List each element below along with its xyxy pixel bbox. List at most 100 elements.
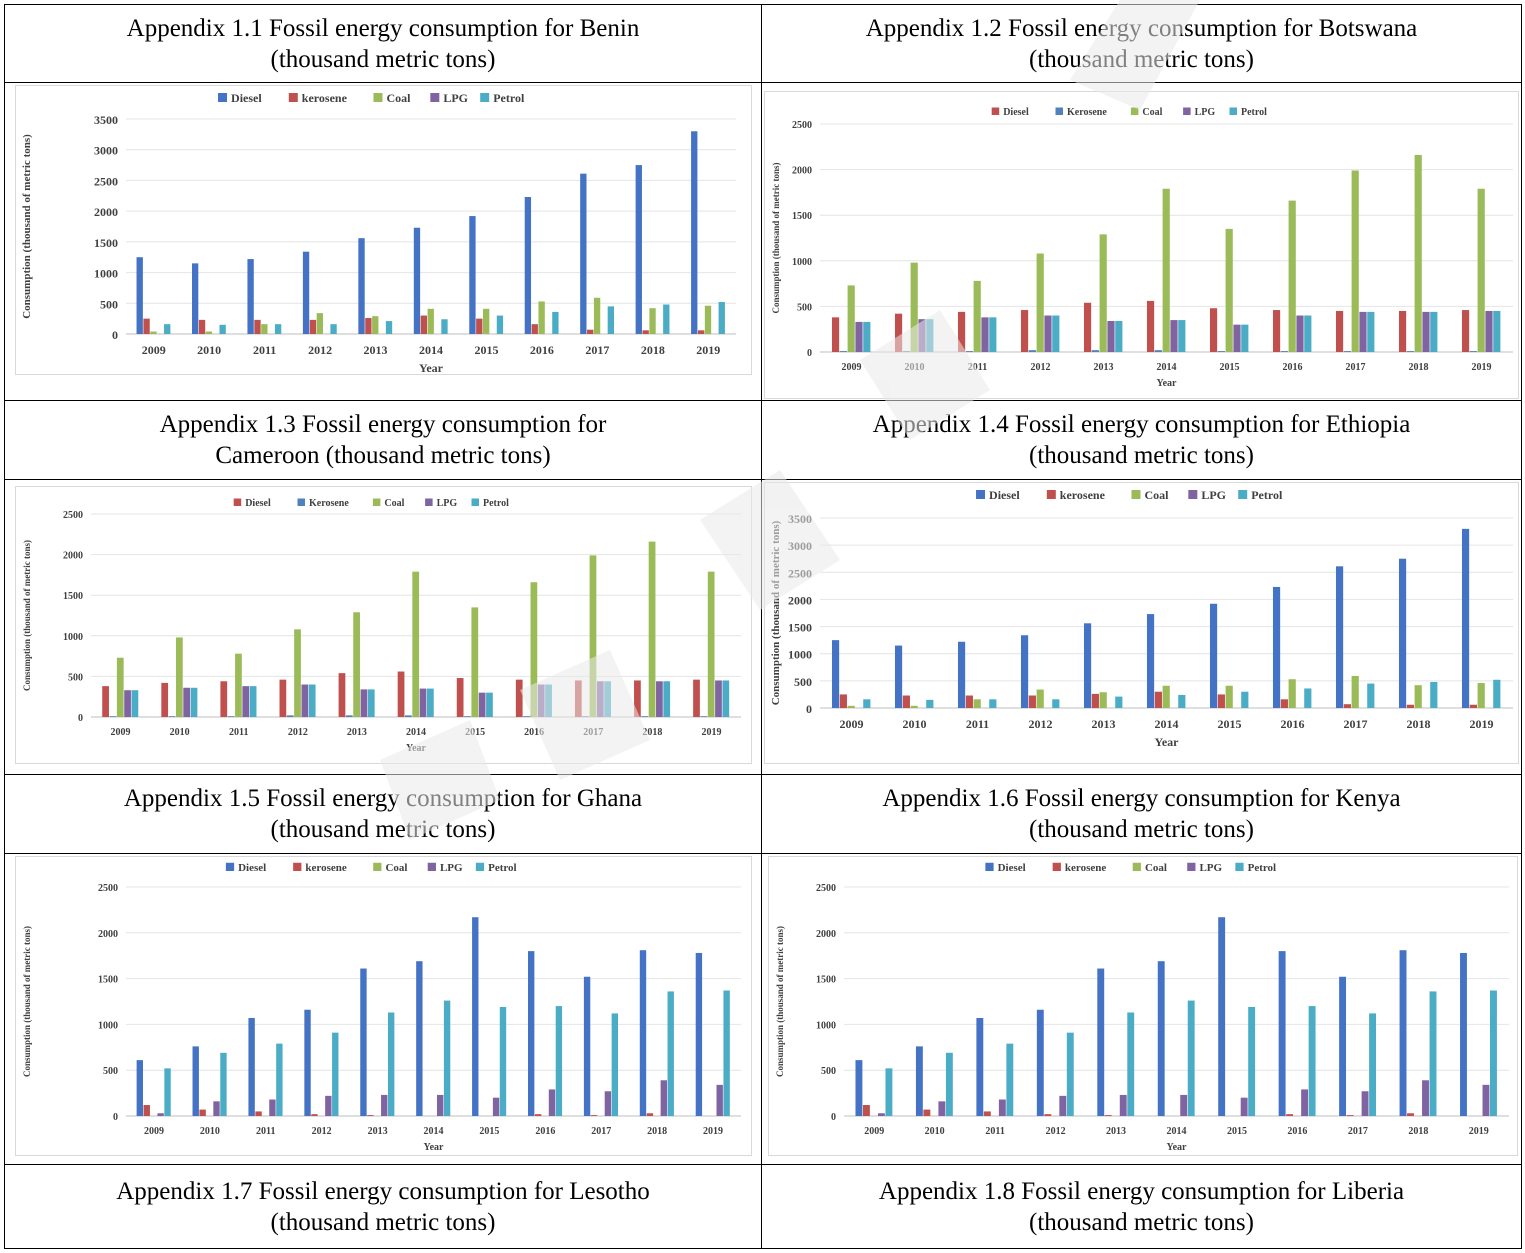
y-tick-label: 0 bbox=[806, 702, 812, 716]
title-line-1: Appendix 1.2 Fossil energy consumption f… bbox=[865, 14, 1418, 42]
bar-lpg-2010 bbox=[918, 319, 926, 352]
bar-diesel-2015 bbox=[472, 917, 479, 1116]
bar-diesel-2011 bbox=[220, 681, 228, 717]
y-tick-label: 500 bbox=[68, 672, 83, 683]
appendix-title-1-2: Appendix 1.2 Fossil energy consumption f… bbox=[761, 4, 1522, 83]
x-tick-label: 2009 bbox=[842, 362, 862, 373]
legend-swatch-coal bbox=[372, 498, 381, 506]
y-tick-label: 2000 bbox=[94, 205, 118, 219]
x-tick-label: 2019 bbox=[1469, 1126, 1489, 1137]
y-tick-label: 500 bbox=[103, 1066, 118, 1077]
bar-coal-2010 bbox=[910, 262, 918, 352]
bar-diesel-2018 bbox=[635, 165, 642, 334]
bar-lpg-2017 bbox=[1361, 1091, 1369, 1116]
bar-kerosene-2016 bbox=[1280, 699, 1288, 708]
bar-diesel-2018 bbox=[639, 950, 647, 1116]
y-tick-label: 1000 bbox=[94, 267, 118, 281]
bar-petrol-2018 bbox=[1430, 681, 1438, 708]
bar-petrol-2011 bbox=[989, 317, 997, 352]
bar-kerosene-2010 bbox=[902, 695, 910, 708]
bar-petrol-2011 bbox=[249, 686, 257, 717]
legend-label-kerosene: kerosene bbox=[302, 91, 348, 105]
bar-diesel-2011 bbox=[248, 1017, 255, 1116]
legend-label-coal: Coal bbox=[386, 91, 411, 105]
bar-diesel-2017 bbox=[583, 976, 591, 1116]
x-tick-label: 2015 bbox=[1227, 1126, 1247, 1137]
legend-label-diesel: Diesel bbox=[245, 498, 271, 509]
x-tick-label: 2009 bbox=[864, 1126, 884, 1137]
bar-coal-2016 bbox=[530, 582, 538, 717]
bar-lpg-2013 bbox=[360, 689, 368, 717]
x-tick-label: 2019 bbox=[703, 1126, 723, 1137]
bar-petrol-2014 bbox=[426, 688, 434, 717]
x-tick-label: 2013 bbox=[1092, 717, 1116, 731]
bar-diesel-2010 bbox=[192, 1046, 199, 1116]
bar-lpg-2019 bbox=[1485, 310, 1493, 352]
bar-lpg-2018 bbox=[1422, 1080, 1429, 1116]
legend-swatch-petrol bbox=[1229, 107, 1237, 115]
title-line-1: Appendix 1.7 Fossil energy consumption f… bbox=[116, 1177, 650, 1205]
bar-diesel-2015 bbox=[1209, 603, 1218, 708]
y-tick-label: 2000 bbox=[98, 929, 118, 940]
x-tick-label: 2014 bbox=[424, 1126, 444, 1137]
legend-swatch-coal bbox=[1131, 490, 1141, 499]
x-tick-label: 2010 bbox=[197, 343, 221, 357]
bar-lpg-2013 bbox=[381, 1094, 388, 1116]
bar-petrol-2018 bbox=[1429, 991, 1437, 1116]
bar-kerosene-2015 bbox=[464, 716, 471, 717]
x-tick-label: 2016 bbox=[1281, 717, 1305, 731]
bar-lpg-2019 bbox=[715, 680, 722, 717]
bar-petrol-2015 bbox=[486, 692, 493, 717]
x-tick-label: 2016 bbox=[530, 343, 554, 357]
bar-lpg-2017 bbox=[604, 1091, 612, 1116]
y-tick-label: 2000 bbox=[792, 166, 812, 177]
bar-petrol-2016 bbox=[1308, 1006, 1316, 1116]
y-tick-label: 2000 bbox=[816, 929, 836, 940]
bar-petrol-2011 bbox=[274, 324, 282, 334]
x-tick-label: 2009 bbox=[840, 717, 864, 731]
appendix-title-1-1: Appendix 1.1 Fossil energy consumption f… bbox=[4, 4, 762, 83]
legend-label-diesel: Diesel bbox=[989, 488, 1020, 502]
bar-petrol-2018 bbox=[663, 681, 671, 717]
bar-diesel-2010 bbox=[894, 313, 903, 352]
bar-kerosene-2016 bbox=[523, 716, 530, 717]
bar-kerosene-2018 bbox=[641, 716, 649, 717]
bar-lpg-2015 bbox=[478, 692, 486, 717]
x-tick-label: 2016 bbox=[535, 1126, 555, 1137]
bar-petrol-2014 bbox=[1187, 1000, 1195, 1116]
bar-kerosene-2012 bbox=[1028, 695, 1036, 708]
bar-kerosene-2018 bbox=[1406, 704, 1414, 708]
bar-coal-2015 bbox=[1225, 228, 1233, 352]
x-tick-label: 2012 bbox=[1029, 717, 1053, 731]
x-tick-label: 2012 bbox=[1046, 1126, 1066, 1137]
bar-coal-2014 bbox=[427, 308, 434, 334]
chart-frame: 0 500 1000 1500 2000 2500 2009 2010 2011 2012 2013… bbox=[768, 856, 1518, 1156]
bar-lpg-2012 bbox=[1059, 1095, 1067, 1116]
bar-kerosene-2012 bbox=[309, 319, 317, 334]
bar-petrol-2015 bbox=[496, 315, 504, 334]
bar-coal-2014 bbox=[412, 571, 420, 717]
bar-lpg-2009 bbox=[157, 1113, 164, 1116]
y-tick-label: 2500 bbox=[792, 120, 812, 131]
bar-lpg-2018 bbox=[1422, 311, 1430, 352]
legend-label-coal: Coal bbox=[1144, 488, 1169, 502]
title-line-1: Appendix 1.8 Fossil energy consumption f… bbox=[878, 1177, 1405, 1205]
appendix-title-1-6: Appendix 1.6 Fossil energy consumption f… bbox=[761, 774, 1522, 854]
bar-kerosene-2010 bbox=[199, 1109, 206, 1116]
y-tick-label: 3500 bbox=[94, 113, 118, 127]
y-tick-label: 0 bbox=[807, 348, 812, 359]
bar-coal-2019 bbox=[1477, 683, 1485, 708]
bar-diesel-2009 bbox=[831, 317, 840, 352]
bar-lpg-2009 bbox=[855, 321, 863, 352]
legend-swatch-diesel bbox=[233, 498, 242, 506]
bar-diesel-2019 bbox=[693, 679, 700, 717]
legend-label-diesel: Diesel bbox=[1003, 107, 1029, 118]
bar-coal-2011 bbox=[235, 653, 242, 717]
bar-coal-2009 bbox=[847, 705, 855, 708]
bar-diesel-2010 bbox=[915, 1046, 923, 1116]
bar-coal-2009 bbox=[116, 657, 124, 717]
x-tick-label: 2018 bbox=[647, 1126, 667, 1137]
y-tick-label: 1500 bbox=[816, 975, 836, 986]
legend-swatch-diesel bbox=[976, 490, 986, 499]
bar-kerosene-2013 bbox=[1104, 1115, 1112, 1116]
